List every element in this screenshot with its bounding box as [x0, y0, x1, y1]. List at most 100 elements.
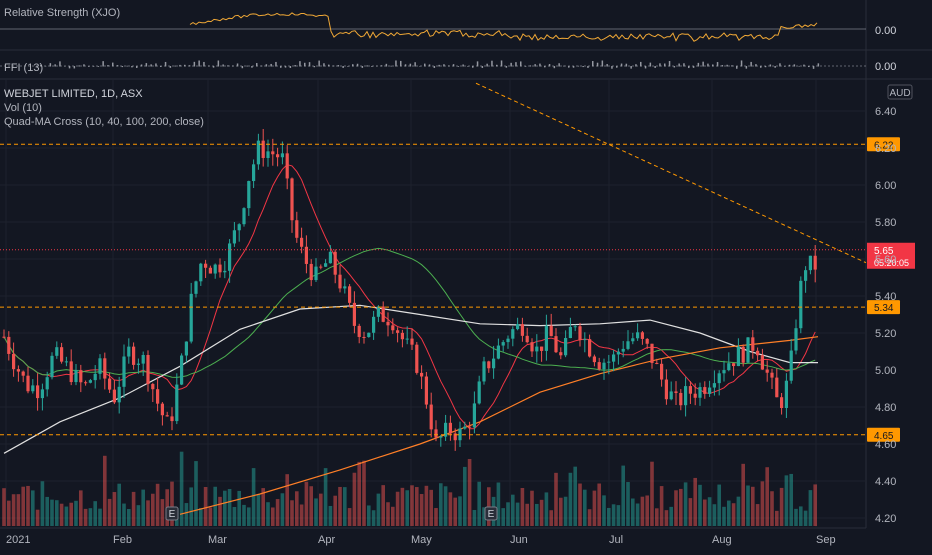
price-tick-label: 4.60: [875, 439, 896, 451]
price-tick-label: 5.60: [875, 254, 896, 266]
candle-body: [319, 266, 323, 268]
candle-body: [780, 397, 784, 408]
ffi-bar: [169, 66, 172, 68]
ffi-bar: [505, 66, 508, 68]
ffi-bar: [673, 66, 676, 68]
volume-bar: [496, 482, 501, 526]
candle-body: [98, 358, 102, 374]
ffi-bar: [563, 65, 565, 67]
volume-bar: [770, 491, 774, 526]
volume-bar: [50, 499, 54, 526]
candle-body: [189, 293, 193, 342]
ffi-bar: [611, 66, 613, 69]
volume-bar: [794, 508, 798, 526]
volume-bar: [525, 503, 529, 526]
candle-body: [751, 337, 755, 351]
earnings-marker[interactable]: [484, 506, 498, 521]
ffi-bar: [664, 63, 666, 67]
level-badge: [867, 300, 900, 315]
price-tick-label: 5.20: [875, 328, 896, 340]
volume-bar: [779, 487, 784, 526]
ffi-bar: [299, 61, 301, 67]
trend-line[interactable]: [475, 82, 867, 264]
ffi-bar: [116, 65, 119, 67]
candle-body: [410, 338, 414, 345]
volume-bar: [751, 486, 755, 526]
volume-bar: [74, 500, 78, 526]
volume-bar: [520, 487, 525, 526]
volume-bar: [568, 472, 573, 526]
volume-bar: [251, 468, 256, 526]
volume-bar: [261, 488, 265, 526]
volume-bar: [232, 506, 237, 526]
candle-body: [285, 153, 289, 179]
volume-bar: [203, 487, 208, 526]
ffi-bar: [500, 60, 503, 67]
ffi-bar: [707, 63, 709, 67]
price-tick-label: 5.40: [875, 291, 896, 303]
volume-bar: [395, 491, 400, 526]
currency-label: AUD: [889, 88, 910, 99]
candle-body: [756, 350, 760, 356]
symbol-title[interactable]: WEBJET LIMITED, 1D, ASX: [4, 88, 143, 100]
volume-bar: [688, 498, 693, 526]
ffi-bar: [428, 64, 431, 67]
candle-body: [256, 140, 260, 165]
ffi-bar: [188, 65, 191, 67]
currency-badge[interactable]: [887, 84, 913, 100]
volume-bar: [184, 503, 189, 526]
candle-body: [156, 389, 160, 404]
time-tick-label: Aug: [712, 534, 732, 546]
volume-bar: [79, 490, 83, 526]
ffi-bar: [44, 65, 47, 67]
volume-bar: [93, 501, 97, 526]
ffi-bar: [88, 66, 90, 67]
ffi-legend[interactable]: FFI (13): [4, 62, 43, 74]
candle-body: [655, 362, 659, 364]
ffi-bar: [246, 65, 248, 67]
earnings-marker[interactable]: [165, 506, 179, 521]
time-axis[interactable]: 2021 Feb Mar Apr May Jun Jul Aug Sep: [6, 534, 836, 546]
volume-bar: [357, 461, 361, 526]
ffi-bar: [577, 65, 580, 67]
volume-bar: [731, 503, 736, 526]
volume-bar: [391, 506, 395, 526]
candle-body: [429, 404, 433, 430]
ma40-line: [3, 247, 816, 378]
volume-bar: [16, 494, 21, 526]
volume-bar: [362, 460, 366, 526]
rs-legend[interactable]: Relative Strength (XJO): [4, 7, 120, 19]
volume-bar: [501, 508, 505, 526]
volume-bar: [760, 481, 765, 526]
candle-body: [626, 341, 630, 349]
candle-body: [554, 336, 558, 353]
candle-body: [434, 429, 438, 438]
ffi-bar: [380, 65, 383, 67]
candle-body: [712, 383, 716, 388]
ffi-bar: [692, 66, 695, 68]
ffi-bar: [289, 66, 292, 68]
volume-bar: [83, 508, 88, 526]
ffi-bar: [683, 63, 685, 67]
candle-body: [237, 224, 241, 231]
ffi-bar: [688, 66, 690, 69]
time-tick-label: Mar: [208, 534, 227, 546]
ffi-bar: [712, 64, 714, 67]
candle-body: [55, 347, 59, 356]
ffi-bar: [654, 66, 656, 68]
ffi-bar: [203, 61, 205, 67]
volume-bar: [343, 487, 347, 526]
price-axis[interactable]: 6.40 6.20 6.00 5.80 5.60 5.40 5.20 5.00 4.80 4.60…: [875, 106, 896, 525]
volume-bar: [482, 507, 486, 526]
volume-bar: [655, 508, 659, 526]
candle-body: [372, 316, 376, 333]
volume-bar: [275, 499, 280, 526]
candle-body: [693, 393, 697, 398]
volume-bar: [803, 510, 808, 526]
ma-legend[interactable]: Quad-MA Cross (10, 40, 100, 200, close): [4, 116, 204, 128]
volume-bar: [578, 483, 582, 526]
candle-body: [621, 348, 625, 352]
vol-legend[interactable]: Vol (10): [4, 102, 42, 114]
volume-bar: [376, 493, 381, 526]
